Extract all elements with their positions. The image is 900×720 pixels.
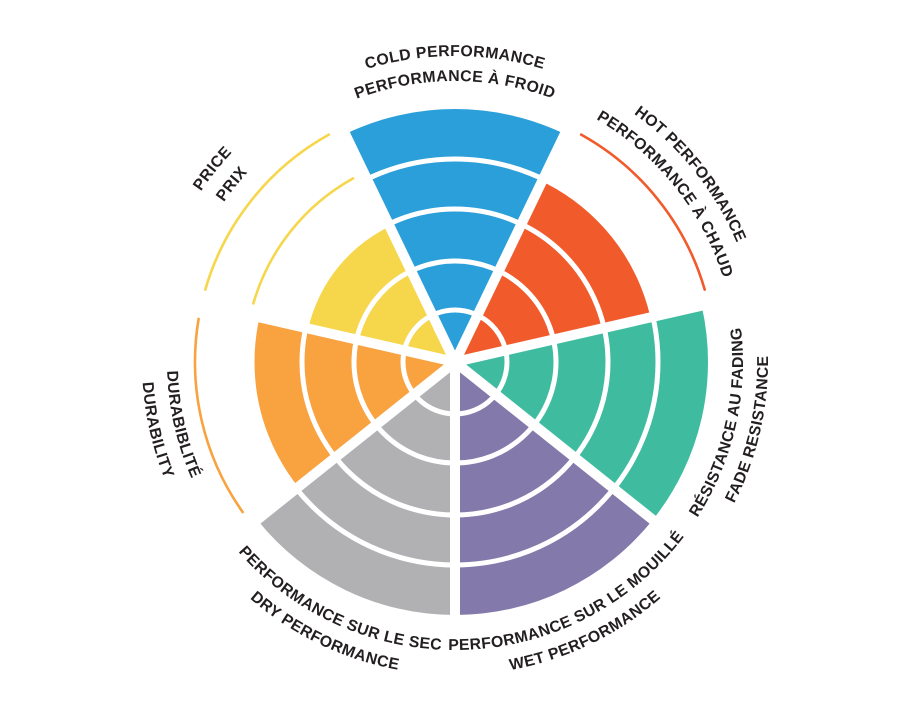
sector-fade-resistance	[455, 305, 709, 520]
empty-ring-arc-hot-performance-level-5	[579, 133, 707, 291]
empty-ring-arc-price-level-5	[203, 133, 331, 291]
sector-gap-6	[192, 297, 457, 367]
label-hot-performance-en: HOT PERFORMANCE	[631, 103, 748, 244]
sector-gap-7	[334, 118, 460, 365]
label-cold-performance-fr: PERFORMANCE À FROID	[352, 68, 557, 103]
sector-gap-5	[242, 358, 459, 534]
sector-dry-performance	[257, 362, 455, 615]
hub-dot	[446, 353, 464, 371]
sector-wet-performance	[455, 362, 653, 615]
sector-cold-performance	[345, 108, 565, 362]
sector-gap-1	[450, 118, 576, 365]
sector-gap-3	[451, 358, 668, 534]
empty-ring-arc-durability-level-5	[193, 317, 244, 514]
empty-ring-arc-price-level-4	[252, 177, 355, 305]
sector-gap-2	[453, 297, 718, 367]
